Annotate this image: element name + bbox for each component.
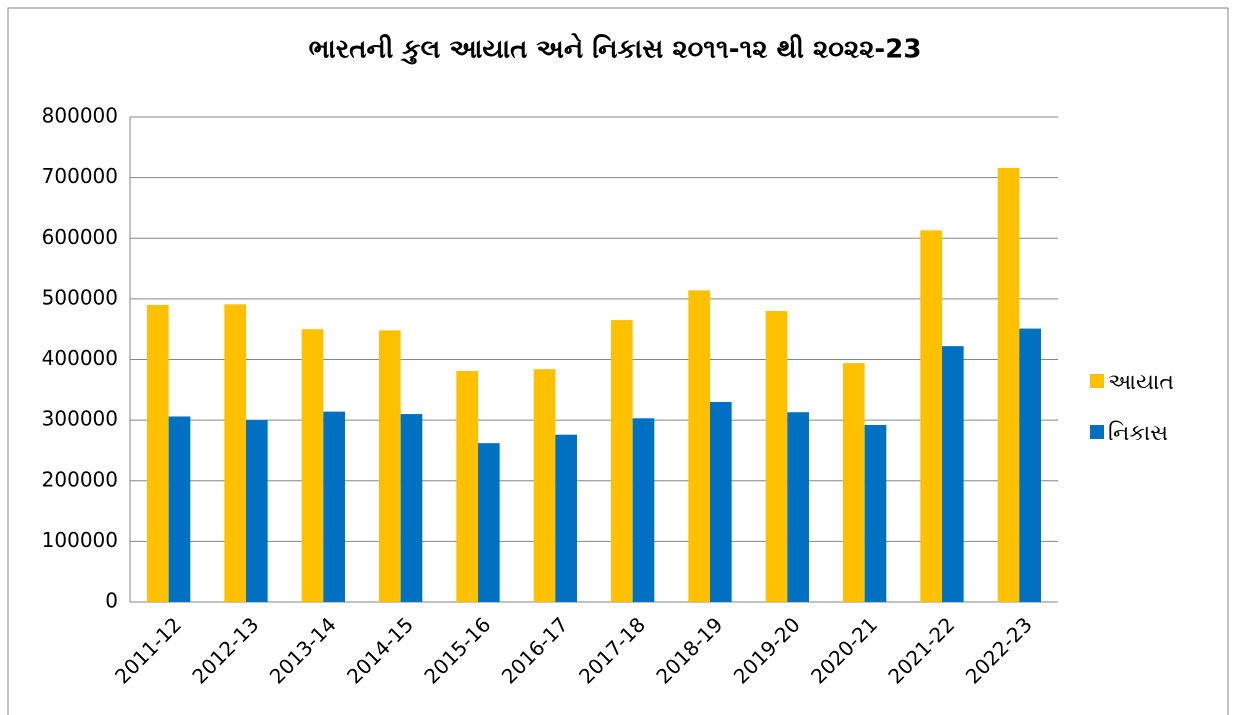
- bar: [864, 424, 887, 602]
- bar: [765, 311, 788, 602]
- legend-label: આયાત: [1108, 370, 1174, 395]
- y-tick-label: 500000: [42, 285, 118, 309]
- bar: [323, 411, 345, 602]
- y-tick-label: 600000: [42, 225, 118, 249]
- y-tick-label: 800000: [42, 104, 118, 128]
- bar: [168, 416, 191, 602]
- bar: [147, 304, 169, 602]
- legend-swatch: [1090, 425, 1104, 439]
- bar: [688, 290, 710, 602]
- y-tick-label: 700000: [42, 164, 118, 188]
- y-tick-label: 100000: [42, 528, 118, 552]
- bar: [787, 412, 809, 602]
- y-tick-label: 400000: [42, 346, 118, 370]
- bar: [400, 414, 423, 602]
- bar: [920, 230, 942, 602]
- bar: [301, 329, 324, 602]
- bar: [1019, 328, 1041, 602]
- bar: [632, 418, 655, 602]
- bar: [710, 401, 732, 602]
- bar: [478, 443, 500, 602]
- bar: [246, 420, 268, 602]
- bar: [533, 369, 556, 602]
- y-tick-label: 0: [105, 589, 118, 613]
- bar: [224, 304, 246, 602]
- bar: [843, 363, 865, 602]
- bar: [456, 371, 478, 602]
- legend-swatch: [1090, 374, 1104, 388]
- y-tick-label: 200000: [42, 467, 118, 491]
- bar: [942, 346, 964, 602]
- legend-label: નિકાસ: [1108, 421, 1168, 446]
- bar: [611, 320, 633, 602]
- chart-title: ભારતની કુલ આયાત અને નિકાસ ૨૦૧૧-૧૨ થી ૨૦૨…: [309, 33, 922, 65]
- bar: [997, 167, 1020, 603]
- bar: [379, 330, 401, 602]
- y-tick-label: 300000: [42, 407, 118, 431]
- bar: [555, 434, 577, 602]
